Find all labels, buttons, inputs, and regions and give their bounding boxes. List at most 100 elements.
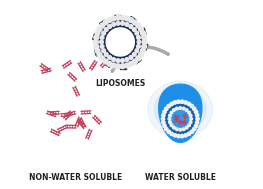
Circle shape: [135, 49, 139, 53]
Circle shape: [100, 56, 105, 61]
Circle shape: [97, 27, 102, 32]
Circle shape: [196, 117, 199, 121]
Circle shape: [188, 124, 190, 127]
Circle shape: [180, 100, 184, 103]
Circle shape: [124, 16, 129, 21]
Circle shape: [163, 110, 166, 114]
Circle shape: [173, 109, 175, 111]
Circle shape: [104, 53, 108, 56]
Ellipse shape: [161, 93, 200, 126]
Circle shape: [97, 52, 102, 57]
Circle shape: [93, 40, 98, 44]
Circle shape: [94, 35, 99, 40]
FancyArrowPatch shape: [112, 47, 168, 71]
Polygon shape: [133, 56, 141, 64]
Circle shape: [120, 64, 125, 69]
Circle shape: [142, 40, 147, 44]
Circle shape: [194, 124, 198, 128]
Polygon shape: [141, 43, 148, 50]
Circle shape: [95, 48, 100, 53]
Circle shape: [132, 53, 136, 56]
Circle shape: [193, 107, 196, 110]
Circle shape: [136, 45, 140, 48]
Circle shape: [137, 40, 141, 44]
Circle shape: [177, 100, 180, 103]
Polygon shape: [163, 102, 198, 136]
Polygon shape: [139, 28, 146, 35]
Circle shape: [133, 59, 137, 64]
Circle shape: [169, 114, 171, 117]
Circle shape: [168, 118, 171, 120]
Circle shape: [187, 132, 191, 136]
Polygon shape: [96, 18, 145, 66]
Circle shape: [125, 58, 129, 61]
Circle shape: [189, 121, 192, 124]
Circle shape: [173, 126, 175, 129]
Circle shape: [120, 15, 125, 20]
Polygon shape: [95, 49, 102, 56]
Circle shape: [100, 40, 103, 44]
Circle shape: [170, 132, 173, 136]
Circle shape: [116, 22, 120, 25]
Polygon shape: [114, 15, 120, 20]
Circle shape: [136, 36, 140, 39]
Circle shape: [176, 128, 178, 131]
Polygon shape: [93, 34, 100, 41]
Polygon shape: [128, 17, 136, 24]
Circle shape: [133, 20, 137, 25]
Circle shape: [140, 48, 145, 53]
Circle shape: [176, 107, 178, 110]
Circle shape: [187, 102, 191, 106]
Circle shape: [193, 127, 196, 131]
Circle shape: [165, 127, 168, 131]
Text: WATER SOLUBLE: WATER SOLUBLE: [145, 173, 216, 182]
Circle shape: [182, 107, 185, 110]
Circle shape: [184, 101, 187, 104]
Circle shape: [129, 56, 133, 59]
Circle shape: [179, 107, 181, 109]
Circle shape: [115, 64, 120, 69]
Circle shape: [182, 128, 185, 131]
Circle shape: [129, 25, 133, 28]
Ellipse shape: [148, 81, 213, 138]
Circle shape: [136, 23, 141, 28]
Polygon shape: [120, 64, 126, 69]
Circle shape: [112, 58, 115, 61]
Circle shape: [129, 18, 134, 22]
Circle shape: [139, 52, 143, 57]
Circle shape: [112, 22, 115, 26]
Circle shape: [167, 130, 170, 133]
Circle shape: [195, 114, 199, 117]
Ellipse shape: [154, 87, 206, 132]
Circle shape: [125, 22, 129, 26]
Circle shape: [108, 25, 112, 28]
Circle shape: [132, 28, 136, 31]
Circle shape: [135, 31, 139, 35]
Circle shape: [107, 61, 112, 66]
Circle shape: [95, 31, 100, 36]
Circle shape: [163, 124, 166, 128]
Circle shape: [190, 118, 193, 120]
Circle shape: [116, 59, 120, 63]
Polygon shape: [106, 28, 134, 56]
Circle shape: [100, 45, 104, 48]
Polygon shape: [169, 108, 191, 130]
Circle shape: [185, 109, 188, 111]
Circle shape: [129, 61, 134, 66]
Circle shape: [161, 117, 165, 121]
Circle shape: [185, 126, 188, 129]
Circle shape: [94, 44, 99, 49]
Circle shape: [165, 107, 168, 110]
Circle shape: [121, 22, 124, 25]
Circle shape: [162, 121, 165, 124]
Circle shape: [100, 36, 104, 39]
Circle shape: [102, 49, 105, 53]
Circle shape: [179, 129, 181, 131]
Circle shape: [104, 28, 108, 31]
Circle shape: [107, 18, 112, 22]
Text: LIPOSOMES: LIPOSOMES: [95, 79, 145, 88]
Circle shape: [108, 56, 112, 59]
Circle shape: [184, 134, 187, 137]
Circle shape: [111, 63, 116, 68]
Circle shape: [100, 23, 105, 28]
